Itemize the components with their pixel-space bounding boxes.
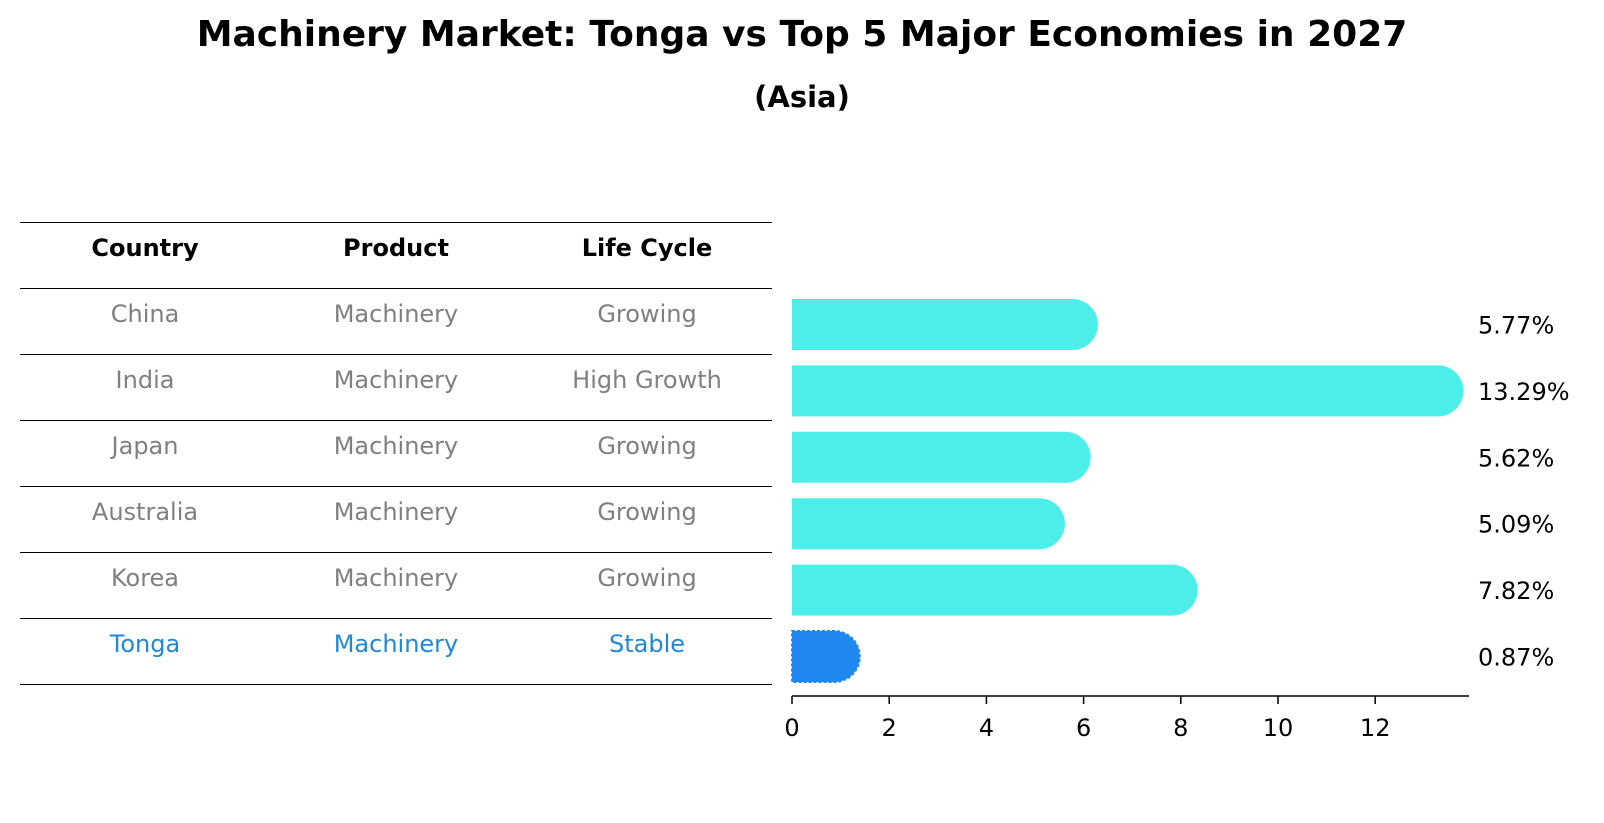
row-product: Machinery: [333, 498, 459, 526]
value-label: 5.09%: [1478, 511, 1554, 539]
row-life-cycle-highlight: Stable: [608, 630, 686, 658]
bar: [791, 630, 861, 683]
x-tick-label: 0: [784, 714, 799, 742]
value-label: 5.77%: [1478, 312, 1554, 340]
row-country-highlight: Tonga: [109, 630, 181, 658]
value-label: 0.87%: [1478, 644, 1554, 672]
x-tick-label: 12: [1360, 714, 1391, 742]
chart-subtitle: (Asia): [754, 80, 850, 114]
row-country: Korea: [110, 564, 180, 592]
row-product: Machinery: [333, 300, 459, 328]
row-product: Machinery: [333, 366, 459, 394]
row-life-cycle: High Growth: [572, 366, 722, 394]
table-rule: [20, 420, 772, 421]
table-rule: [20, 222, 772, 223]
x-tick-label: 10: [1263, 714, 1294, 742]
header-country: Country: [91, 234, 199, 262]
header-product: Product: [343, 234, 449, 262]
header-life-cycle: Life Cycle: [581, 234, 713, 262]
value-label: 5.62%: [1478, 444, 1554, 472]
bar: [792, 431, 1091, 483]
row-product: Machinery: [333, 564, 459, 592]
table-rule: [20, 552, 772, 553]
x-tick-label: 8: [1173, 714, 1188, 742]
table-rule: [20, 486, 772, 487]
row-life-cycle: Growing: [597, 432, 697, 460]
row-product: Machinery: [333, 432, 459, 460]
x-tick-label: 2: [882, 714, 897, 742]
table-rule: [20, 684, 772, 685]
value-label: 7.82%: [1478, 577, 1554, 605]
x-tick-label: 4: [979, 714, 994, 742]
value-label: 13.29%: [1478, 378, 1570, 406]
bar: [792, 564, 1198, 616]
x-tick-label: 6: [1076, 714, 1091, 742]
row-country: China: [110, 300, 180, 328]
table-rule: [20, 618, 772, 619]
row-country: Japan: [111, 432, 179, 460]
row-life-cycle: Growing: [597, 564, 697, 592]
bar: [792, 299, 1098, 350]
row-country: India: [115, 366, 175, 394]
row-product-highlight: Machinery: [333, 630, 459, 658]
bar: [792, 365, 1464, 417]
table-rule: [20, 288, 772, 289]
row-life-cycle: Growing: [597, 498, 697, 526]
bar: [792, 498, 1065, 550]
row-life-cycle: Growing: [597, 300, 697, 328]
table-rule: [20, 354, 772, 355]
row-country: Australia: [91, 498, 199, 526]
chart-title: Machinery Market: Tonga vs Top 5 Major E…: [196, 14, 1408, 55]
